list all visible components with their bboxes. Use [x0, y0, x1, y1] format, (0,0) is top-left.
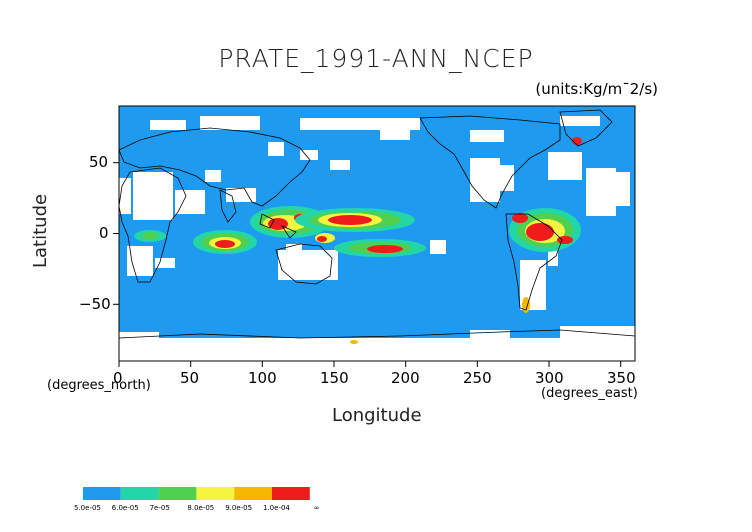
colorbar-label-0: 5.0e-05 [74, 504, 101, 512]
colorbar-swatch-5 [272, 487, 310, 500]
colorbar-label-5: 1.0e-04 [263, 504, 290, 512]
x-tick-50: 50 [180, 369, 200, 387]
colorbar-label-1: 6.0e-05 [111, 504, 139, 512]
x-tick-300: 300 [535, 369, 564, 387]
colorbar-label-6: ∞ [313, 504, 320, 512]
units-label: (units:Kg/m¯2/s) [535, 80, 658, 98]
y-tick-50: 50 [89, 153, 109, 171]
precipitation-bands [134, 137, 582, 344]
y-tick-minus50: −50 [79, 295, 111, 313]
coastlines [118, 109, 636, 339]
y-axis-note: (degrees_north) [47, 378, 151, 393]
y-tick-0: 0 [99, 224, 109, 242]
x-tick-250: 250 [463, 369, 492, 387]
colorbar-swatch-0 [83, 487, 121, 500]
tick-marks [113, 162, 622, 367]
x-tick-100: 100 [248, 369, 277, 387]
colorbar-label-3: 8.0e-05 [187, 504, 215, 512]
x-tick-0: 0 [113, 369, 123, 387]
x-tick-150: 150 [320, 369, 349, 387]
colorbar-swatch-1 [120, 487, 159, 500]
chart-title: PRATE_1991-ANN_NCEP [218, 44, 534, 73]
colorbar-swatch-2 [158, 487, 197, 500]
y-axis-title: Latitude [30, 193, 51, 268]
x-tick-350: 350 [607, 369, 636, 387]
colorbar-swatch-4 [234, 487, 272, 500]
x-tick-200: 200 [391, 369, 420, 387]
colorbar-label-4: 9.0e-05 [225, 504, 253, 512]
colorbar [83, 487, 310, 500]
colorbar-swatch-3 [196, 487, 235, 500]
precipitation-map [113, 105, 636, 367]
x-axis-title: Longitude [332, 405, 422, 426]
colorbar-label-2: 7e-05 [149, 504, 170, 512]
x-axis-note: (degrees_east) [541, 386, 638, 401]
